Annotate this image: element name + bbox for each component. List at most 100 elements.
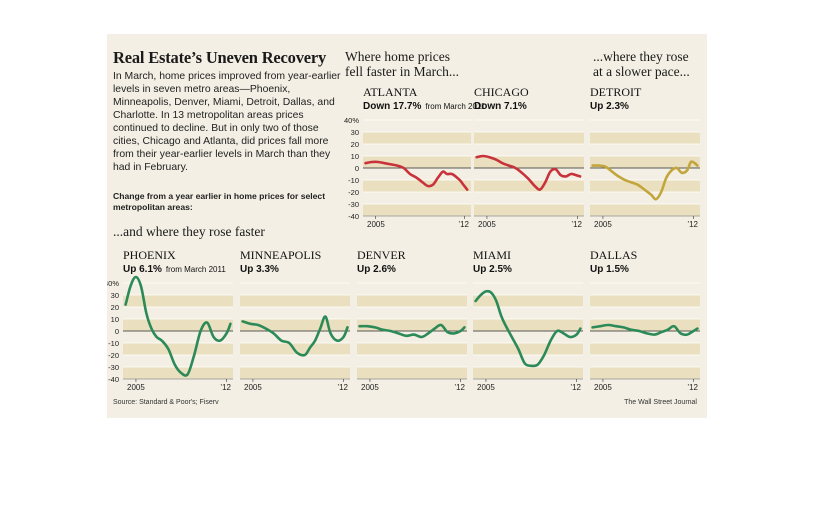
chicago-band — [474, 156, 584, 168]
minneapolis-band — [240, 367, 350, 379]
detroit-series-line — [591, 160, 699, 201]
detroit-panel: DETROIT Up 2.3% 2005 ’12 — [590, 85, 700, 229]
atlanta-panel: ATLANTA Down 17.7% from March 2011 40% 30 20 1… — [344, 85, 486, 229]
phoenix-series-line — [124, 275, 232, 377]
detroit-band — [590, 132, 700, 144]
denver-x-tick-label: 2005 — [361, 383, 379, 392]
chart-graphic: Real Estate’s Uneven Recovery In March, … — [107, 34, 707, 418]
atlanta-x-tick-label: 2005 — [367, 220, 385, 229]
phoenix-panel: PHOENIX Up 6.1%from March 2011 40% 30 20 10 0 -… — [107, 248, 233, 392]
detroit-band — [590, 204, 700, 216]
atlanta-status: Down 17.7% from March 2011 — [363, 101, 486, 112]
detroit-band — [590, 156, 700, 168]
phoenix-band — [123, 319, 233, 331]
atlanta-y-tick-label: -30 — [348, 200, 359, 209]
minneapolis-status: Up 3.3% — [240, 264, 279, 275]
miami-status: Up 2.5% — [473, 264, 512, 275]
atlanta-band — [363, 180, 471, 192]
phoenix-band — [123, 343, 233, 355]
minneapolis-panel: MINNEAPOLIS Up 3.3% 2005 ’12 — [240, 248, 350, 392]
minneapolis-city-label: MINNEAPOLIS — [240, 248, 321, 262]
phoenix-status: Up 6.1% from March 2011 — [123, 264, 226, 275]
atlanta-x-tick-label: ’12 — [458, 220, 469, 229]
miami-band — [473, 319, 583, 331]
phoenix-y-tick-label: 20 — [111, 303, 119, 312]
minneapolis-x-tick-label: 2005 — [244, 383, 262, 392]
minneapolis-x-tick-label: ’12 — [337, 383, 348, 392]
denver-city-label: DENVER — [357, 248, 406, 262]
phoenix-city-label: PHOENIX — [123, 248, 176, 262]
chicago-city-label: CHICAGO — [474, 85, 529, 99]
phoenix-status-note: from March 2011 — [166, 265, 226, 274]
header-rose-slower: ...where they rose at a slower pace... — [593, 49, 690, 79]
header-rose-slower-line-2: at a slower pace... — [593, 64, 690, 79]
phoenix-y-tick-label: 30 — [111, 291, 119, 300]
phoenix-y-tick-label: 40% — [107, 279, 119, 288]
miami-x-tick-label: 2005 — [477, 383, 495, 392]
atlanta-y-tick-label: 20 — [351, 140, 359, 149]
miami-band — [473, 343, 583, 355]
dallas-status: Up 1.5% — [590, 264, 629, 275]
dallas-band — [590, 295, 700, 307]
phoenix-y-tick-label: -10 — [108, 339, 119, 348]
header-fell-faster-line-2: fell faster in March... — [345, 64, 459, 79]
minneapolis-band — [240, 295, 350, 307]
phoenix-y-tick-label: -20 — [108, 351, 119, 360]
denver-band — [357, 367, 467, 379]
atlanta-y-tick-label: 40% — [344, 116, 359, 125]
chicago-band — [474, 204, 584, 216]
dallas-x-tick-label: ’12 — [687, 383, 698, 392]
atlanta-y-tick-label: -10 — [348, 176, 359, 185]
miami-series-line — [474, 289, 582, 368]
miami-band — [473, 295, 583, 307]
minneapolis-series-line — [241, 315, 349, 357]
source-note: Source: Standard & Poor's; Fiserv — [113, 399, 219, 406]
denver-band — [357, 319, 467, 331]
atlanta-status-note: from March 2011 — [425, 102, 485, 111]
chicago-panel: CHICAGO Down 7.1% 2005 ’12 — [474, 85, 584, 229]
header-rose-slower-line-1: ...where they rose — [593, 49, 689, 64]
detroit-city-label: DETROIT — [590, 85, 642, 99]
phoenix-y-tick-label: 10 — [111, 315, 119, 324]
atlanta-band — [363, 132, 471, 144]
detroit-x-tick-label: 2005 — [594, 220, 612, 229]
phoenix-y-tick-label: 0 — [115, 327, 119, 336]
detroit-x-tick-label: ’12 — [687, 220, 698, 229]
atlanta-y-tick-label: 30 — [351, 128, 359, 137]
dallas-band — [590, 343, 700, 355]
denver-band — [357, 295, 467, 307]
denver-band — [357, 343, 467, 355]
atlanta-y-tick-label: -40 — [348, 212, 359, 221]
phoenix-band — [123, 367, 233, 379]
atlanta-y-tick-label: 10 — [351, 152, 359, 161]
dallas-city-label: DALLAS — [590, 248, 637, 262]
header-fell-faster: Where home prices fell faster in March..… — [345, 49, 459, 79]
dallas-x-tick-label: 2005 — [594, 383, 612, 392]
phoenix-x-tick-label: 2005 — [127, 383, 145, 392]
chart-title: Real Estate’s Uneven Recovery — [113, 48, 327, 67]
credit: The Wall Street Journal — [624, 399, 697, 406]
phoenix-y-tick-label: -40 — [108, 375, 119, 384]
chart-description: In March, home prices improved from year… — [113, 71, 341, 173]
dallas-series-line — [591, 323, 699, 337]
chicago-x-tick-label: 2005 — [478, 220, 496, 229]
atlanta-city-label: ATLANTA — [363, 85, 418, 99]
detroit-status: Up 2.3% — [590, 101, 629, 112]
dallas-panel: DALLAS Up 1.5% 2005 ’12 — [590, 248, 700, 392]
miami-band — [473, 367, 583, 379]
dallas-band — [590, 367, 700, 379]
denver-x-tick-label: ’12 — [454, 383, 465, 392]
atlanta-y-tick-label: -20 — [348, 188, 359, 197]
chicago-series-line — [475, 154, 582, 191]
header-rose-faster: ...and where they rose faster — [113, 224, 265, 239]
denver-series-line — [358, 323, 466, 339]
miami-x-tick-label: ’12 — [570, 383, 581, 392]
charts-svg: ATLANTA Down 17.7% from March 2011 40% 30 20 1… — [107, 85, 700, 392]
chicago-band — [474, 132, 584, 144]
dallas-band — [590, 319, 700, 331]
chart-note: Change from a year earlier in home price… — [113, 191, 326, 212]
chicago-x-tick-label: ’12 — [571, 220, 582, 229]
denver-status: Up 2.6% — [357, 264, 396, 275]
atlanta-band — [363, 204, 471, 216]
phoenix-y-tick-label: -30 — [108, 363, 119, 372]
